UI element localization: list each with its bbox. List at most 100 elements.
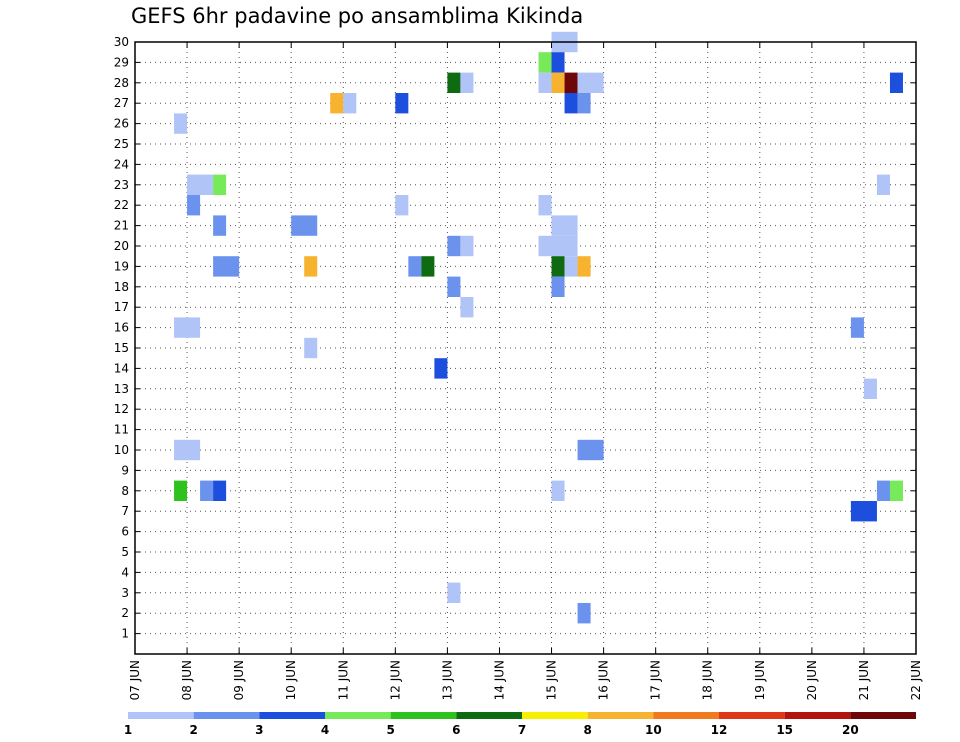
colorbar-label: 3 bbox=[255, 723, 263, 737]
colorbar-swatch bbox=[128, 712, 194, 719]
heatmap-cell bbox=[213, 174, 227, 195]
colorbar-swatch bbox=[259, 712, 325, 719]
colorbar-swatch bbox=[587, 712, 654, 719]
y-tick-label: 22 bbox=[114, 198, 129, 212]
y-tick-label: 26 bbox=[114, 117, 129, 131]
heatmap-cell bbox=[889, 72, 903, 93]
heatmap-cell bbox=[889, 480, 903, 501]
heatmap-cell bbox=[174, 113, 188, 134]
heatmap-cell bbox=[863, 378, 877, 399]
x-tick-label: 20 JUN bbox=[805, 660, 819, 700]
y-tick-label: 15 bbox=[114, 341, 129, 355]
y-tick-label: 24 bbox=[114, 157, 129, 171]
y-tick-label: 27 bbox=[114, 96, 129, 110]
y-tick-label: 12 bbox=[114, 402, 129, 416]
colorbar-swatch bbox=[784, 712, 851, 719]
colorbar-swatch bbox=[850, 712, 916, 719]
heatmap-cell bbox=[434, 358, 448, 379]
x-tick-label: 21 JUN bbox=[857, 660, 871, 700]
colorbar-label: 12 bbox=[711, 723, 728, 737]
colorbar-label: 7 bbox=[518, 723, 526, 737]
colorbar-swatch bbox=[719, 712, 785, 719]
colorbar-label: 1 bbox=[124, 723, 132, 737]
heatmap-cell bbox=[213, 215, 227, 236]
x-tick-label: 18 JUN bbox=[701, 660, 715, 700]
colorbar-label: 5 bbox=[386, 723, 394, 737]
chart-title: GEFS 6hr padavine po ansamblima Kikinda bbox=[131, 4, 584, 28]
colorbar-label: 15 bbox=[776, 723, 793, 737]
heatmap-cell bbox=[213, 256, 240, 277]
heatmap-cell bbox=[447, 235, 461, 257]
y-tick-label: 25 bbox=[114, 137, 129, 151]
y-tick-label: 16 bbox=[114, 321, 129, 335]
x-tick-label: 13 JUN bbox=[440, 660, 454, 700]
heatmap-cell bbox=[876, 480, 890, 501]
heatmap-cell bbox=[395, 93, 409, 114]
y-tick-label: 23 bbox=[114, 178, 129, 192]
heatmap-cell bbox=[460, 72, 474, 93]
y-tick-label: 10 bbox=[114, 443, 129, 457]
colorbar-swatch bbox=[456, 712, 522, 719]
y-tick-label: 29 bbox=[114, 55, 129, 69]
heatmap-cell bbox=[551, 276, 565, 297]
heatmap-cell bbox=[564, 256, 578, 277]
heatmap-cell bbox=[551, 480, 565, 501]
heatmap-cell bbox=[460, 297, 474, 318]
colorbar-label: 4 bbox=[321, 723, 329, 737]
heatmap-cell bbox=[395, 195, 409, 216]
y-tick-label: 13 bbox=[114, 382, 129, 396]
y-tick-label: 28 bbox=[114, 76, 129, 90]
heatmap-cell bbox=[538, 195, 552, 216]
x-tick-label: 08 JUN bbox=[180, 660, 194, 700]
y-tick-label: 8 bbox=[121, 484, 129, 498]
heatmap-cell bbox=[187, 195, 201, 216]
heatmap-cell bbox=[551, 235, 578, 257]
colorbar-label: 8 bbox=[583, 723, 591, 737]
heatmap-cell bbox=[408, 256, 422, 277]
y-tick-label: 19 bbox=[114, 259, 129, 273]
heatmap-cell bbox=[447, 582, 461, 603]
x-tick-label: 19 JUN bbox=[753, 660, 767, 700]
x-tick-label: 15 JUN bbox=[545, 660, 559, 700]
heatmap-cell bbox=[577, 93, 591, 114]
heatmap-cell bbox=[551, 72, 565, 93]
colorbar-swatch bbox=[390, 712, 457, 719]
heatmap-cell bbox=[551, 256, 565, 277]
y-tick-label: 4 bbox=[121, 565, 129, 579]
heatmap-cell bbox=[460, 235, 474, 257]
heatmap-cell bbox=[850, 317, 864, 338]
heatmap-cell bbox=[200, 480, 214, 501]
heatmap-cell bbox=[174, 439, 201, 461]
x-tick-label: 14 JUN bbox=[492, 660, 506, 700]
heatmap-cell bbox=[577, 256, 591, 277]
heatmap-cell bbox=[564, 93, 578, 114]
y-tick-label: 14 bbox=[114, 361, 129, 375]
heatmap-cell bbox=[447, 72, 461, 93]
heatmap-cell bbox=[174, 317, 201, 338]
heatmap-cell bbox=[187, 174, 214, 195]
y-tick-label: 20 bbox=[114, 239, 129, 253]
heatmap-cell bbox=[551, 215, 578, 236]
heatmap-cell bbox=[304, 337, 318, 359]
x-tick-label: 22 JUN bbox=[909, 660, 923, 700]
heatmap-cell bbox=[421, 256, 435, 277]
y-tick-label: 6 bbox=[121, 525, 129, 539]
colorbar-swatch bbox=[653, 712, 719, 719]
y-tick-label: 1 bbox=[121, 627, 129, 641]
heatmap-cell bbox=[876, 174, 890, 195]
heatmap-cell bbox=[291, 215, 318, 236]
heatmap-cell bbox=[538, 235, 552, 257]
heatmap-cell bbox=[213, 480, 227, 501]
colorbar-swatch bbox=[522, 712, 588, 719]
y-tick-label: 17 bbox=[114, 300, 129, 314]
y-tick-label: 3 bbox=[121, 586, 129, 600]
colorbar-label: 10 bbox=[645, 723, 662, 737]
heatmap-cell bbox=[551, 52, 565, 73]
colorbar-label: 6 bbox=[452, 723, 460, 737]
colorbar-swatch bbox=[325, 712, 391, 719]
colorbar-label: 20 bbox=[842, 723, 859, 737]
heatmap-cell bbox=[304, 256, 318, 277]
y-tick-label: 18 bbox=[114, 280, 129, 294]
heatmap-cell bbox=[564, 72, 578, 93]
